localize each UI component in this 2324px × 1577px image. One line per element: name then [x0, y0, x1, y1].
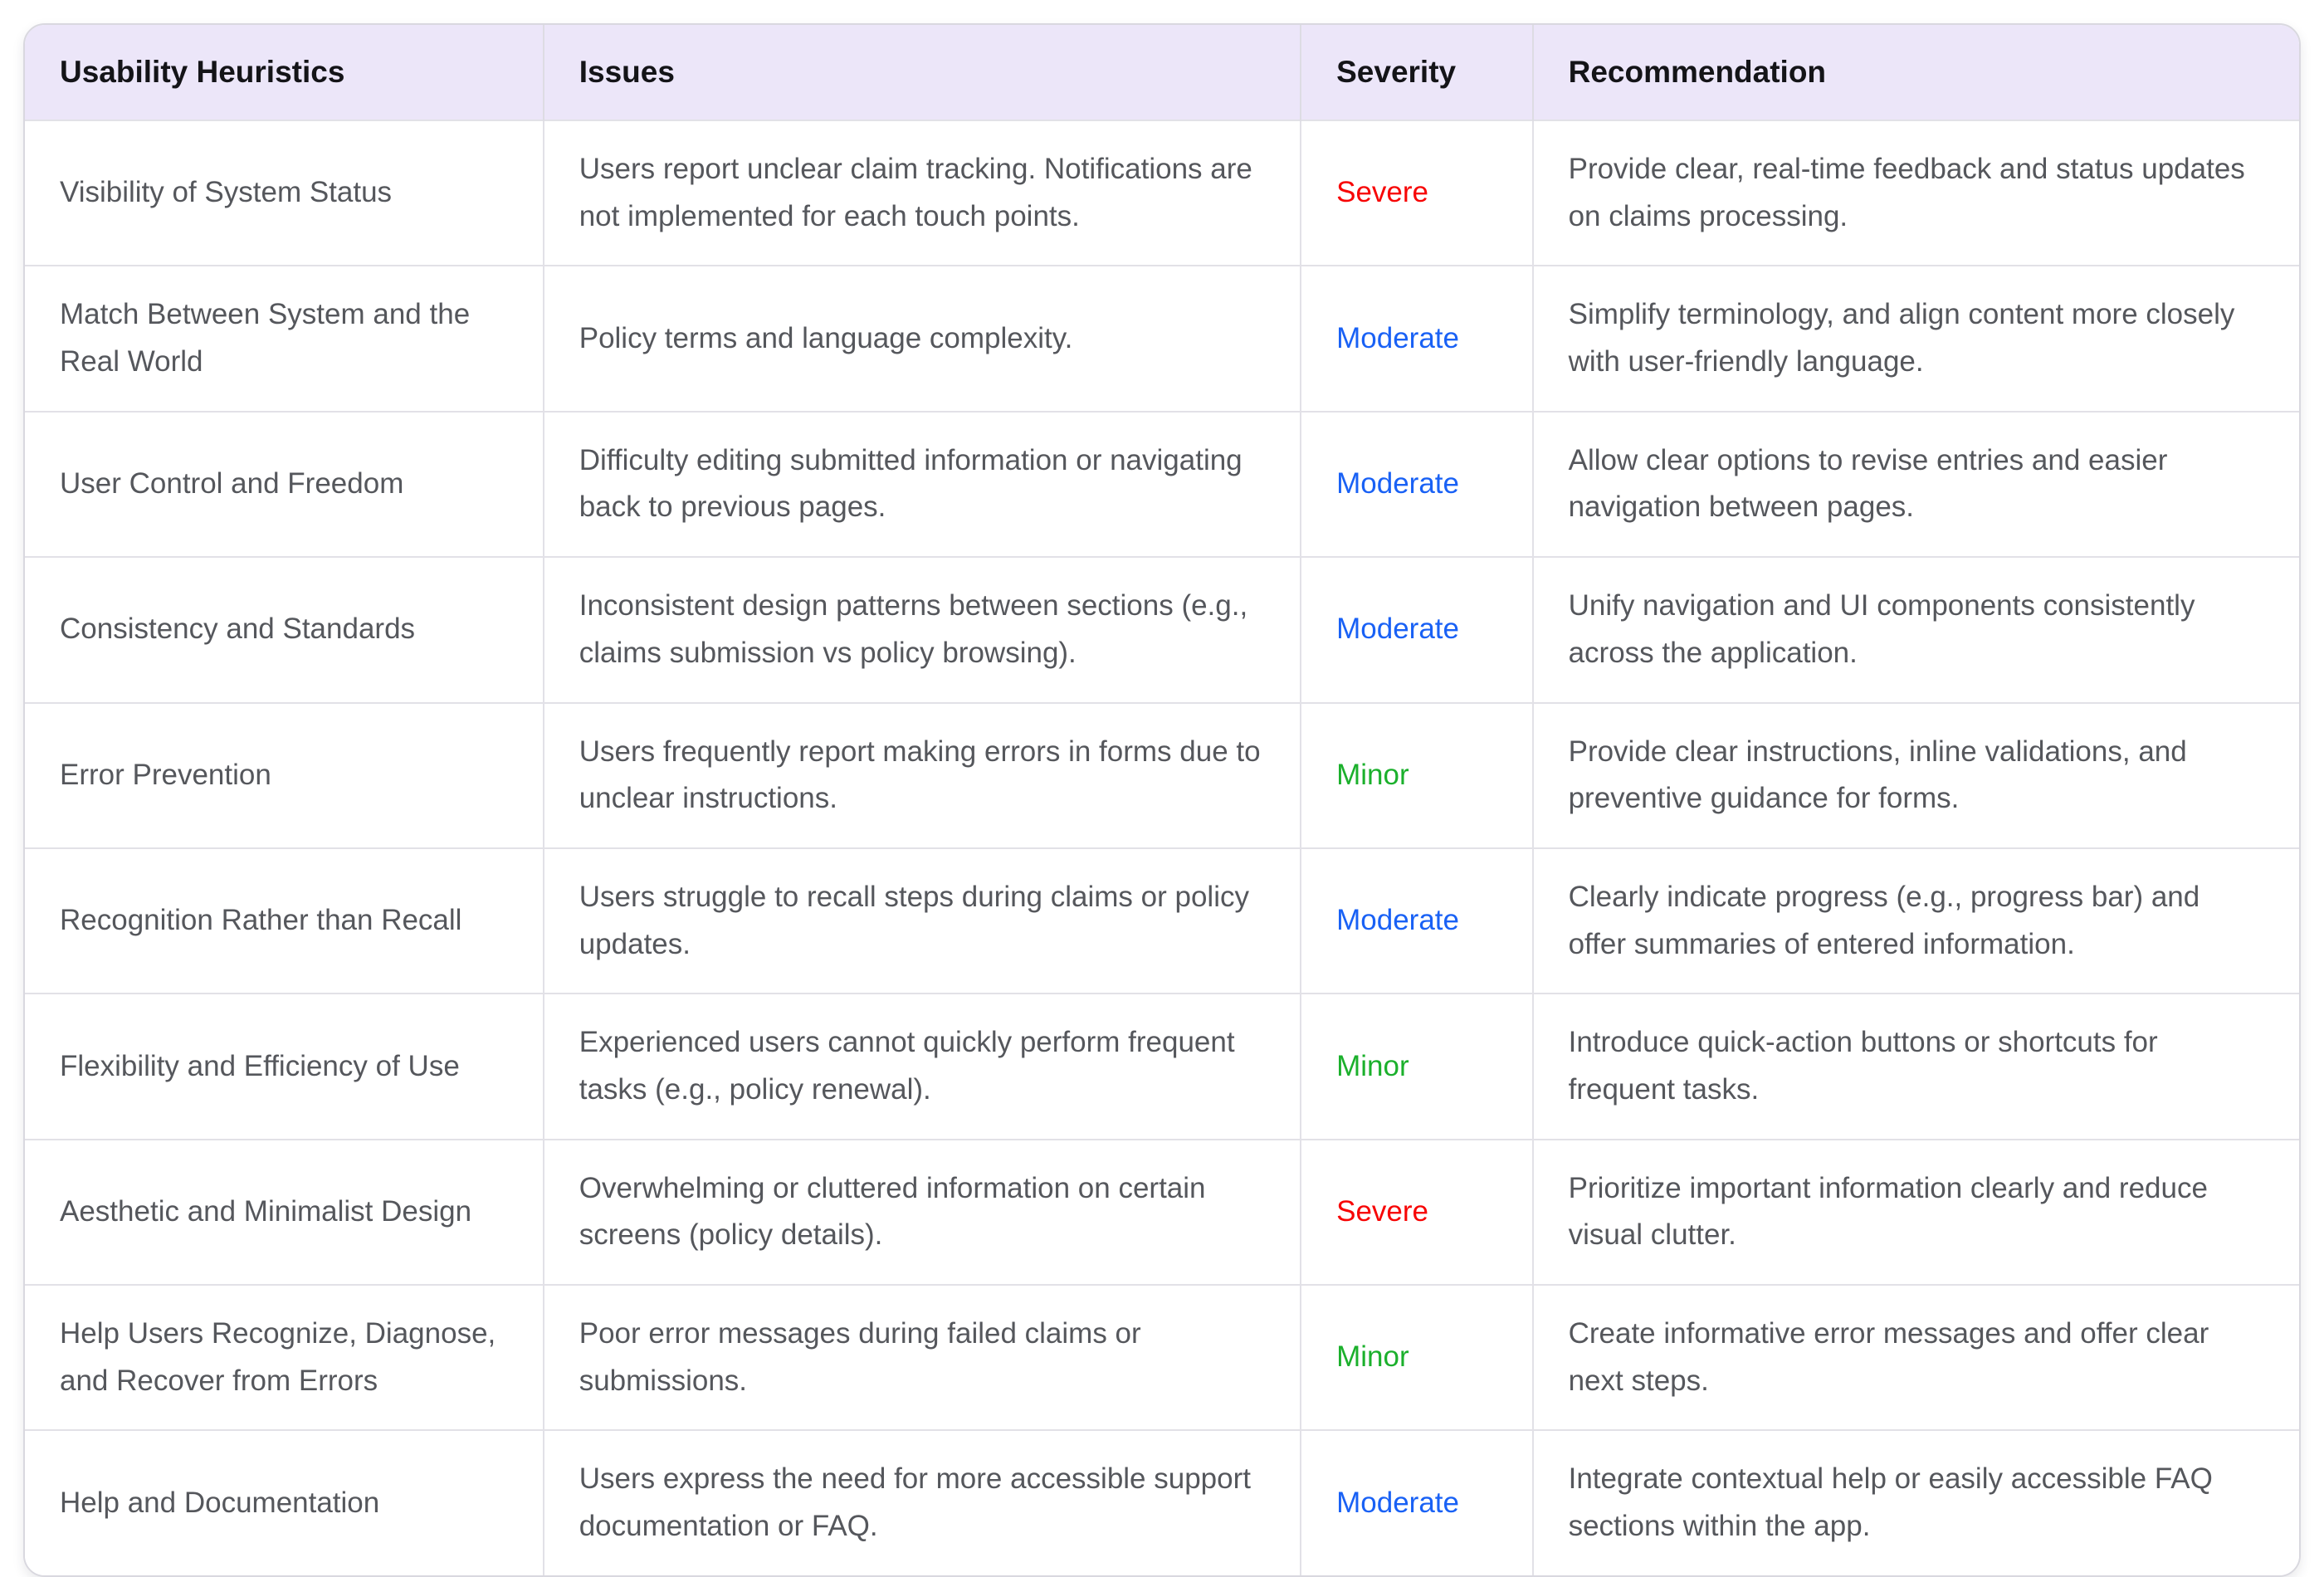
severity-cell: Moderate	[1301, 265, 1534, 412]
column-header-usability-heuristics: Usability Heuristics	[25, 25, 544, 120]
recommendation-cell: Introduce quick-action buttons or shortc…	[1532, 993, 2299, 1140]
heuristic-cell: User Control and Freedom	[25, 410, 544, 558]
issue-cell: Inconsistent design patterns between sec…	[543, 556, 1302, 703]
issue-cell: Users struggle to recall steps during cl…	[543, 847, 1302, 994]
severity-cell: Moderate	[1301, 847, 1534, 994]
table-header: Usability Heuristics Issues Severity Rec…	[25, 25, 2299, 120]
header-row: Usability Heuristics Issues Severity Rec…	[25, 25, 2299, 120]
table-row: Help and Documentation Users express the…	[25, 1429, 2299, 1575]
issue-cell: Users frequently report making errors in…	[543, 701, 1302, 848]
heuristics-table: Usability Heuristics Issues Severity Rec…	[25, 25, 2299, 1575]
table-row: User Control and Freedom Difficulty edit…	[25, 410, 2299, 558]
recommendation-cell: Create informative error messages and of…	[1532, 1283, 2299, 1431]
severity-cell: Minor	[1301, 701, 1534, 848]
heuristic-cell: Help and Documentation	[25, 1429, 544, 1575]
issue-cell: Users express the need for more accessib…	[543, 1429, 1302, 1575]
table-row: Recognition Rather than Recall Users str…	[25, 847, 2299, 994]
recommendation-cell: Allow clear options to revise entries an…	[1532, 410, 2299, 558]
table-row: Visibility of System Status Users report…	[25, 119, 2299, 266]
recommendation-cell: Provide clear, real-time feedback and st…	[1532, 119, 2299, 266]
severity-cell: Moderate	[1301, 1429, 1534, 1575]
column-header-issues: Issues	[543, 25, 1302, 120]
recommendation-cell: Unify navigation and UI components consi…	[1532, 556, 2299, 703]
recommendation-cell: Provide clear instructions, inline valid…	[1532, 701, 2299, 848]
recommendation-cell: Integrate contextual help or easily acce…	[1532, 1429, 2299, 1575]
table-row: Help Users Recognize, Diagnose, and Reco…	[25, 1283, 2299, 1431]
severity-cell: Minor	[1301, 1283, 1534, 1431]
column-header-recommendation: Recommendation	[1532, 25, 2299, 120]
table-body: Visibility of System Status Users report…	[25, 119, 2299, 1575]
table-row: Error Prevention Users frequently report…	[25, 701, 2299, 848]
heuristic-cell: Aesthetic and Minimalist Design	[25, 1138, 544, 1285]
issue-cell: Difficulty editing submitted information…	[543, 410, 1302, 558]
heuristic-cell: Flexibility and Efficiency of Use	[25, 993, 544, 1140]
recommendation-cell: Prioritize important information clearly…	[1532, 1138, 2299, 1285]
heuristic-cell: Help Users Recognize, Diagnose, and Reco…	[25, 1283, 544, 1431]
severity-cell: Severe	[1301, 119, 1534, 266]
heuristic-cell: Error Prevention	[25, 701, 544, 848]
issue-cell: Users report unclear claim tracking. Not…	[543, 119, 1302, 266]
recommendation-cell: Simplify terminology, and align content …	[1532, 265, 2299, 412]
table-row: Consistency and Standards Inconsistent d…	[25, 556, 2299, 703]
issue-cell: Experienced users cannot quickly perform…	[543, 993, 1302, 1140]
table-row: Aesthetic and Minimalist Design Overwhel…	[25, 1138, 2299, 1285]
heuristic-cell: Visibility of System Status	[25, 119, 544, 266]
table-row: Match Between System and the Real World …	[25, 265, 2299, 412]
table-row: Flexibility and Efficiency of Use Experi…	[25, 993, 2299, 1140]
column-header-severity: Severity	[1301, 25, 1534, 120]
severity-cell: Minor	[1301, 993, 1534, 1140]
heuristic-cell: Match Between System and the Real World	[25, 265, 544, 412]
usability-heuristics-table: Usability Heuristics Issues Severity Rec…	[23, 23, 2301, 1577]
heuristic-cell: Consistency and Standards	[25, 556, 544, 703]
issue-cell: Policy terms and language complexity.	[543, 265, 1302, 412]
recommendation-cell: Clearly indicate progress (e.g., progres…	[1532, 847, 2299, 994]
severity-cell: Severe	[1301, 1138, 1534, 1285]
issue-cell: Overwhelming or cluttered information on…	[543, 1138, 1302, 1285]
issue-cell: Poor error messages during failed claims…	[543, 1283, 1302, 1431]
heuristic-cell: Recognition Rather than Recall	[25, 847, 544, 994]
severity-cell: Moderate	[1301, 410, 1534, 558]
severity-cell: Moderate	[1301, 556, 1534, 703]
